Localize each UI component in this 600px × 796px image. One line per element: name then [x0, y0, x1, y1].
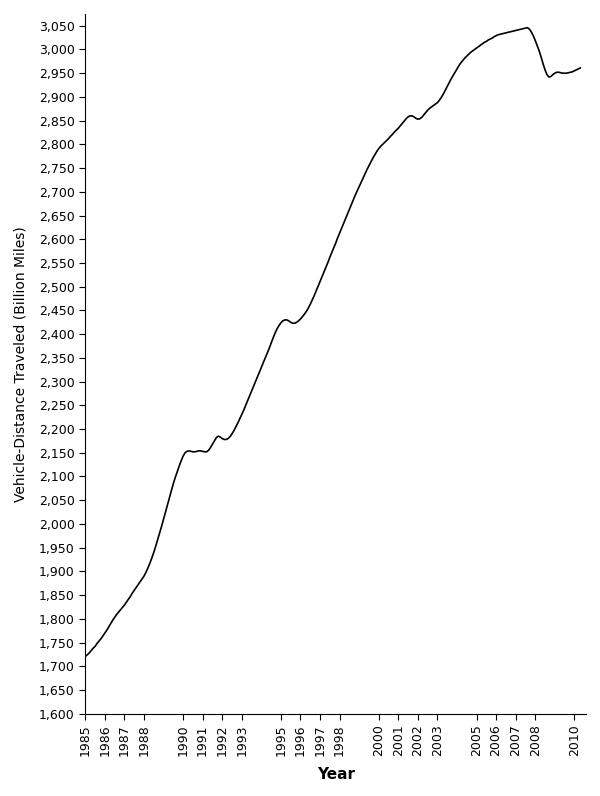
Y-axis label: Vehicle-Distance Traveled (Billion Miles): Vehicle-Distance Traveled (Billion Miles… — [14, 226, 28, 501]
X-axis label: Year: Year — [317, 767, 355, 782]
